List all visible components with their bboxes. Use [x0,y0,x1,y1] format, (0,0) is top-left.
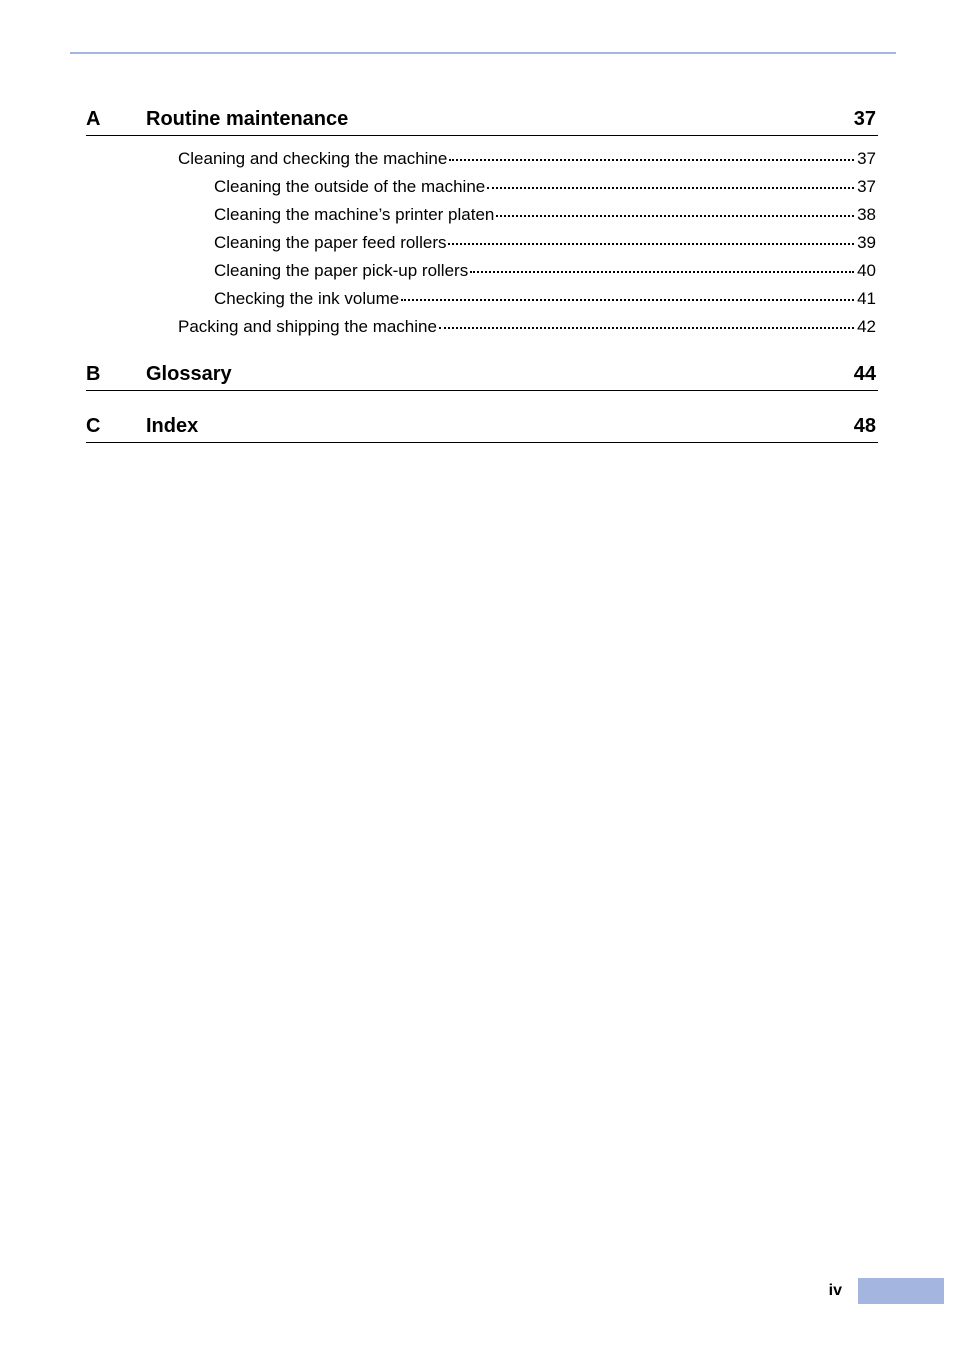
toc-entry[interactable]: Cleaning the machine’s printer platen 38 [86,204,878,227]
toc-entry-page: 37 [857,148,878,171]
section-letter: C [86,415,146,438]
footer-accent-tab [858,1278,944,1304]
toc-entry-label: Cleaning the machine’s printer platen [214,204,494,227]
toc-entry-page: 41 [857,288,878,311]
toc-entry-page: 40 [857,260,878,283]
section-title: Routine maintenance [146,108,854,131]
toc-leader [470,271,854,273]
section-page: 44 [854,363,878,386]
toc-entry-label: Checking the ink volume [214,288,399,311]
toc-entry-page: 42 [857,316,878,339]
section-title: Glossary [146,363,854,386]
toc-entry-page: 38 [857,204,878,227]
section-entries: Cleaning and checking the machine 37 Cle… [86,148,878,339]
toc-leader [496,215,854,217]
toc-entry-label: Cleaning the paper pick-up rollers [214,260,468,283]
section-title: Index [146,415,854,438]
toc-section: A Routine maintenance 37 Cleaning and ch… [86,108,878,339]
toc-section: B Glossary 44 [86,363,878,391]
toc-leader [448,243,854,245]
toc-entry-page: 39 [857,232,878,255]
toc-entry-label: Cleaning the paper feed rollers [214,232,446,255]
toc-entry-label: Cleaning and checking the machine [178,148,447,171]
section-heading-row[interactable]: C Index 48 [86,415,878,443]
toc-leader [449,159,854,161]
page-number: iv [829,1282,842,1300]
toc-entry[interactable]: Checking the ink volume 41 [86,288,878,311]
section-page: 37 [854,108,878,131]
toc-entry[interactable]: Cleaning the outside of the machine 37 [86,176,878,199]
toc-content: A Routine maintenance 37 Cleaning and ch… [86,108,878,467]
header-rule [70,52,896,54]
section-page: 48 [854,415,878,438]
toc-leader [439,327,854,329]
toc-entry-label: Packing and shipping the machine [178,316,437,339]
toc-leader [401,299,854,301]
toc-entry[interactable]: Packing and shipping the machine 42 [86,316,878,339]
toc-section: C Index 48 [86,415,878,443]
toc-entry-label: Cleaning the outside of the machine [214,176,485,199]
section-heading-row[interactable]: B Glossary 44 [86,363,878,391]
toc-leader [487,187,854,189]
section-letter: A [86,108,146,131]
section-letter: B [86,363,146,386]
toc-entry[interactable]: Cleaning and checking the machine 37 [86,148,878,171]
toc-entry-page: 37 [857,176,878,199]
toc-entry[interactable]: Cleaning the paper pick-up rollers 40 [86,260,878,283]
toc-entry[interactable]: Cleaning the paper feed rollers 39 [86,232,878,255]
section-heading-row[interactable]: A Routine maintenance 37 [86,108,878,136]
